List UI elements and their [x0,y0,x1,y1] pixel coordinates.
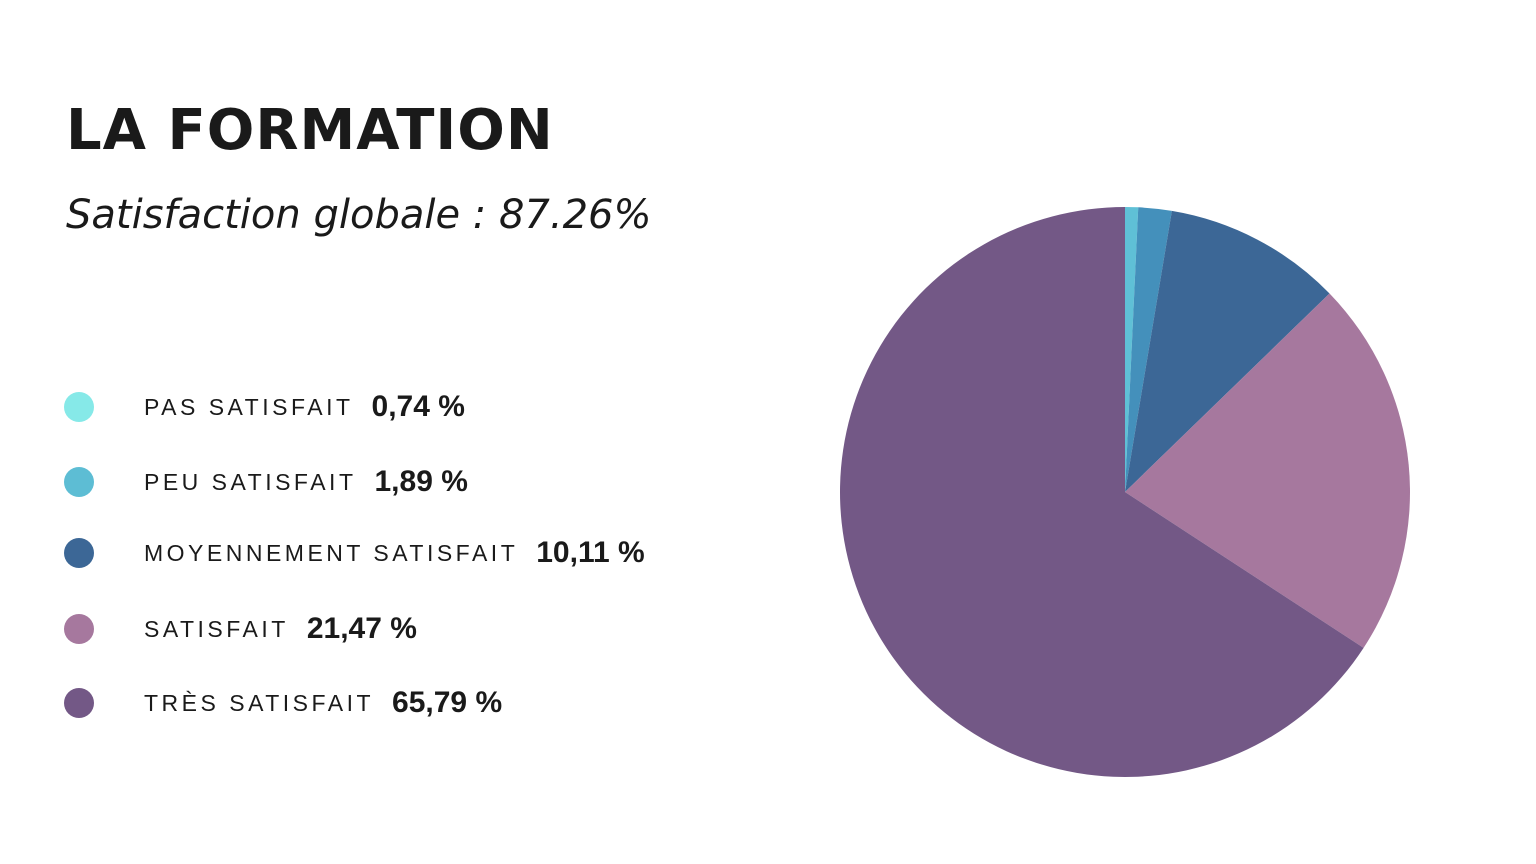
legend-swatch [64,538,94,568]
legend-swatch [64,392,94,422]
pie-slice-pas-satisfait [1125,207,1139,492]
legend-value: 10,11 % [536,536,645,569]
legend-item: PEU SATISFAIT 1,89 % [64,465,468,499]
chart-title: LA FORMATION [66,98,554,163]
pie-slice-moyennement-satisfait [1125,210,1330,492]
legend-value: 21,47 % [306,612,417,645]
legend-label: PEU SATISFAIT [144,468,357,495]
legend-label: TRÈS SATISFAIT [144,689,375,716]
legend-label: MOYENNEMENT SATISFAIT [144,539,519,566]
legend-value: 65,79 % [392,686,503,719]
legend-value: 0,74 % [371,390,465,423]
legend-item: MOYENNEMENT SATISFAIT 10,11 % [64,536,645,570]
legend-item: PAS SATISFAIT 0,74 % [64,390,465,424]
legend-swatch [64,614,94,644]
legend-swatch [64,467,94,497]
legend-value: 1,89 % [374,465,468,498]
pie-slice-peu-satisfait [1125,207,1172,492]
pie-slice-tr-s-satisfait [840,207,1364,777]
pie-slice-satisfait [1125,293,1411,648]
chart-subtitle: Satisfaction globale : 87.26% [66,192,652,238]
legend-item: TRÈS SATISFAIT 65,79 % [64,686,502,720]
legend-swatch [64,688,94,718]
legend-label: PAS SATISFAIT [144,393,354,420]
legend-item: SATISFAIT 21,47 % [64,612,417,646]
legend-label: SATISFAIT [144,615,289,642]
